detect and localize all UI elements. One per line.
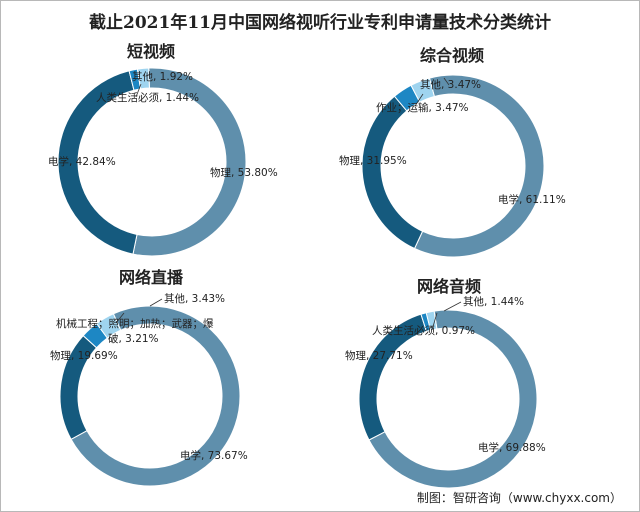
data-label: 其他, 1.92% — [132, 70, 193, 83]
donut-chart-3: 电学, 69.88% 物理, 27.71% 人类生活必须, 0.97% 其他, 1.4… — [345, 295, 546, 489]
leader-line — [149, 298, 163, 307]
chart-title-comprehensive-video: 综合视频 — [419, 46, 484, 65]
data-label: 机械工程；照明；加热；武器；爆 — [56, 317, 214, 330]
leader-line — [431, 312, 438, 331]
data-label: 作业；运输, 3.47% — [376, 101, 469, 114]
data-label: 电学, 69.88% — [478, 441, 546, 454]
data-label: 电学, 61.11% — [498, 193, 566, 206]
data-label: 电学, 73.67% — [180, 449, 248, 462]
donut-slice — [132, 67, 247, 257]
leader-line — [443, 77, 450, 86]
leader-line — [135, 83, 142, 98]
chart-title-online-audio: 网络音频 — [416, 277, 481, 296]
donut-slice — [368, 309, 538, 489]
data-label: 人类生活必须, 1.44% — [96, 91, 199, 104]
data-label: 其他, 3.47% — [420, 78, 481, 91]
donut-slice — [95, 313, 122, 339]
donut-slice — [70, 305, 241, 487]
donut-slice — [136, 67, 150, 90]
data-label: 其他, 3.43% — [164, 292, 225, 305]
source-credit: 制图：智研咨询（www.chyxx.com） — [416, 491, 622, 505]
leader-line — [115, 312, 125, 324]
donut-chart-0: 物理, 53.80% 电学, 42.84% 人类生活必须, 1.44% 其他, 1.9… — [48, 67, 278, 257]
donut-slice — [361, 95, 424, 250]
donut-chart-2: 电学, 73.67% 物理, 19.69% 机械工程；照明；加热；武器；爆破, 3.… — [50, 292, 248, 487]
leader-line — [443, 301, 462, 312]
page-title: 截止2021年11月中国网络视听行业专利申请量技术分类统计 — [89, 13, 551, 33]
donut-chart-1: 电学, 61.11% 物理, 31.95% 作业；运输, 3.47% 其他, 3.47… — [339, 74, 566, 258]
data-label: 物理, 53.80% — [210, 166, 278, 179]
data-label: 其他, 1.44% — [463, 295, 524, 308]
donut-slice — [425, 310, 438, 331]
data-label: 物理, 27.71% — [345, 349, 413, 362]
data-label: 物理, 31.95% — [339, 154, 407, 167]
data-label: 物理, 19.69% — [50, 349, 118, 362]
chart-title-live-streaming: 网络直播 — [118, 268, 183, 287]
data-label: 人类生活必须, 0.97% — [372, 324, 475, 337]
leader-line — [414, 93, 424, 107]
chart-title-short-video: 短视频 — [126, 42, 175, 61]
donut-slice — [410, 77, 435, 103]
data-label: 破, 3.21% — [108, 332, 159, 345]
data-label: 电学, 42.84% — [48, 155, 116, 168]
